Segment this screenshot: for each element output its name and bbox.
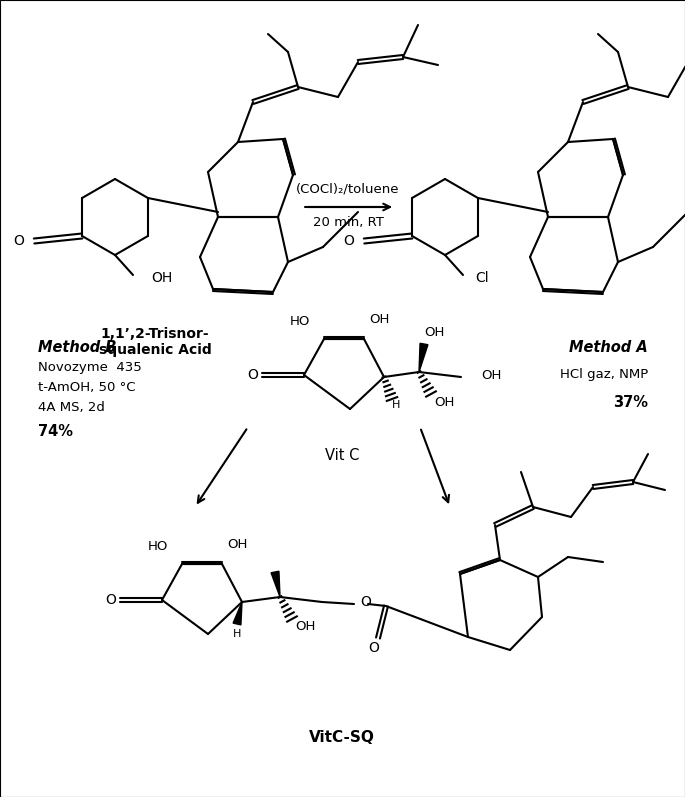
Text: (COCl)₂/toluene: (COCl)₂/toluene <box>296 183 400 195</box>
Text: OH: OH <box>227 537 247 551</box>
Text: O: O <box>360 595 371 609</box>
Text: t-AmOH, 50 °C: t-AmOH, 50 °C <box>38 380 136 394</box>
Text: VitC-SQ: VitC-SQ <box>309 729 375 744</box>
Text: HO: HO <box>148 540 168 552</box>
Text: OH: OH <box>424 325 445 339</box>
Text: H: H <box>233 629 241 639</box>
Text: HO: HO <box>290 315 310 328</box>
Text: O: O <box>343 234 354 248</box>
Text: 1,1’,2-Trisnor-
squalenic Acid: 1,1’,2-Trisnor- squalenic Acid <box>99 327 212 357</box>
Text: HCl gaz, NMP: HCl gaz, NMP <box>560 367 648 380</box>
Text: Method B: Method B <box>38 340 116 355</box>
Text: O: O <box>247 368 258 382</box>
Text: O: O <box>369 641 379 655</box>
Text: OH: OH <box>434 395 454 409</box>
Text: Vit C: Vit C <box>325 447 359 462</box>
Text: OH: OH <box>295 621 315 634</box>
Text: 20 min, RT: 20 min, RT <box>312 215 384 229</box>
Text: O: O <box>105 593 116 607</box>
Text: H: H <box>392 400 400 410</box>
Text: Cl: Cl <box>475 271 488 285</box>
Text: OH: OH <box>481 368 501 382</box>
Text: O: O <box>13 234 24 248</box>
Text: OH: OH <box>369 312 389 325</box>
Text: 37%: 37% <box>613 395 648 410</box>
Polygon shape <box>419 344 428 372</box>
Text: OH: OH <box>151 271 172 285</box>
Polygon shape <box>233 602 242 625</box>
Polygon shape <box>271 571 280 597</box>
Text: Novozyme  435: Novozyme 435 <box>38 360 142 374</box>
Text: 74%: 74% <box>38 423 73 438</box>
Text: 4A MS, 2d: 4A MS, 2d <box>38 401 105 414</box>
Text: Method A: Method A <box>569 340 648 355</box>
